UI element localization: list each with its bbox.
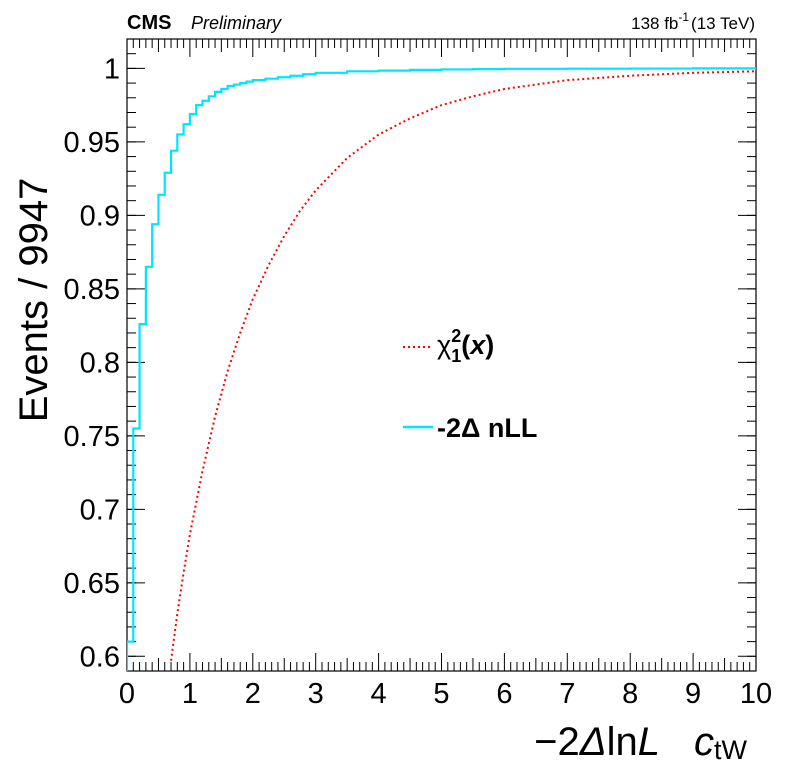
- x-tick-label: 4: [371, 678, 387, 710]
- lumi-value: 138 fb: [631, 14, 678, 33]
- x-tick-label: 5: [433, 678, 449, 710]
- x-tick-label: 8: [622, 678, 638, 710]
- x-tick-label: 1: [182, 678, 198, 710]
- lumi-exponent: -1: [678, 10, 689, 24]
- x-axis-parameter: ctW: [694, 720, 748, 765]
- x-tick-label: 6: [496, 678, 512, 710]
- x-tick-label: 3: [308, 678, 324, 710]
- lumi-energy: (13 TeV): [691, 14, 755, 33]
- y-tick-label: 0.9: [80, 200, 120, 232]
- y-tick-label: 0.75: [64, 421, 120, 453]
- x-axis-label: −2ΔlnL: [534, 720, 660, 764]
- y-tick-label: 0.65: [64, 568, 120, 600]
- y-tick-label: 0.85: [64, 274, 120, 306]
- legend-nll-label: -2Δ nLL: [437, 413, 537, 443]
- series-chi2-line: [170, 70, 756, 661]
- experiment-label: CMS: [127, 12, 171, 34]
- y-axis-label: Events / 9947: [12, 178, 56, 423]
- x-tick-label: 0: [119, 678, 135, 710]
- x-tick-label: 2: [245, 678, 261, 710]
- x-tick-label: 7: [559, 678, 575, 710]
- y-tick-label: 1: [104, 53, 120, 85]
- y-tick-label: 0.8: [80, 347, 120, 379]
- legend: χ2 1(x) -2Δ nLL: [403, 326, 537, 443]
- legend-chi2-label: χ2 1(x): [437, 326, 494, 366]
- x-axis: 0 1 2 3 4 5 6 7 8 9 10: [119, 39, 772, 710]
- x-tick-label: 10: [740, 678, 772, 710]
- y-tick-label: 0.6: [80, 641, 120, 673]
- y-tick-label: 0.95: [64, 127, 120, 159]
- status-label: Preliminary: [191, 13, 282, 33]
- y-tick-label: 0.7: [80, 494, 120, 526]
- luminosity-label: 138 fb-1 (13 TeV): [631, 10, 755, 33]
- y-axis: 0.6 0.65 0.7 0.75 0.8 0.85 0.9 0.95 1: [64, 38, 756, 673]
- x-tick-label: 9: [685, 678, 701, 710]
- series-nll-line: [127, 67, 756, 671]
- series-layer: [127, 67, 756, 671]
